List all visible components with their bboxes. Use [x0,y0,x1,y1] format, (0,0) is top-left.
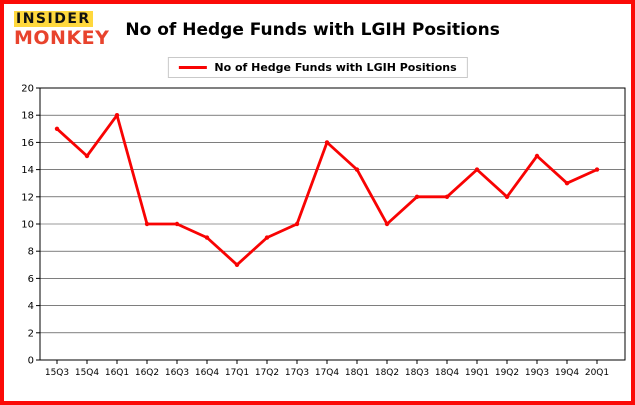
data-point [384,221,390,227]
data-point [294,221,300,227]
y-tick-label: 12 [21,192,34,203]
y-tick-label: 2 [28,328,34,339]
logo-text-insider: INSIDER [14,11,93,27]
legend-line-swatch [178,66,207,69]
series-line [55,113,599,267]
legend: No of Hedge Funds with LGIH Positions [167,57,468,78]
y-tick-label: 10 [21,220,34,231]
x-tick-label: 19Q2 [495,368,519,378]
x-tick-label: 18Q2 [375,368,399,378]
data-point [564,181,570,186]
x-tick-label: 15Q4 [75,368,100,378]
y-tick-label: 16 [21,138,34,149]
x-tick-label: 17Q1 [225,368,249,378]
page-title: No of Hedge Funds with LGIH Positions [125,19,500,40]
y-tick-label: 6 [28,274,34,285]
y-tick-label: 8 [28,247,34,258]
line-chart: 0 2 4 6 8 10 12 14 16 18 20 15Q3 15Q4 16Q1 16Q2 16Q3 16Q… [21,84,626,378]
data-point [234,262,240,267]
x-tick-label: 17Q4 [315,368,340,378]
y-tick-label: 4 [28,301,34,312]
insider-monkey-logo: INSIDER MONKEY [14,11,109,48]
data-point [354,167,360,172]
x-tick-label: 17Q2 [255,368,279,378]
x-tick-label: 18Q3 [405,368,429,378]
data-point [204,235,210,240]
data-point [174,221,180,227]
x-tick-label: 16Q3 [165,368,189,378]
x-tick-label: 18Q4 [435,368,460,378]
x-tick-label: 19Q3 [525,368,549,378]
data-point [324,140,330,145]
data-point [504,194,510,199]
y-tick-label: 18 [21,111,34,122]
legend-label: No of Hedge Funds with LGIH Positions [214,61,457,74]
x-tick-label: 18Q1 [345,368,369,378]
x-tick-label: 15Q3 [45,368,69,378]
x-tick-label: 19Q1 [465,368,489,378]
y-tick-label: 14 [21,165,34,176]
data-point [444,194,450,199]
data-point [594,167,600,172]
logo-text-monkey: MONKEY [14,27,110,49]
data-point [534,153,540,159]
plot-border [39,87,626,361]
y-tick-label: 20 [21,84,34,95]
header: INSIDER MONKEY No of Hedge Funds with LG… [14,11,500,48]
data-point [414,194,420,199]
data-point [144,221,150,227]
data-point [264,235,270,240]
data-point [474,167,480,172]
x-tick-label: 16Q2 [135,368,159,378]
x-tick-label: 17Q3 [285,368,309,378]
y-tick-label: 0 [28,356,34,367]
x-tick-label: 19Q4 [555,368,580,378]
data-point [54,126,60,131]
data-point [84,153,90,159]
data-point [114,113,120,118]
x-tick-label: 16Q1 [105,368,129,378]
x-tick-label: 20Q1 [585,368,609,378]
x-tick-label: 16Q4 [195,368,220,378]
